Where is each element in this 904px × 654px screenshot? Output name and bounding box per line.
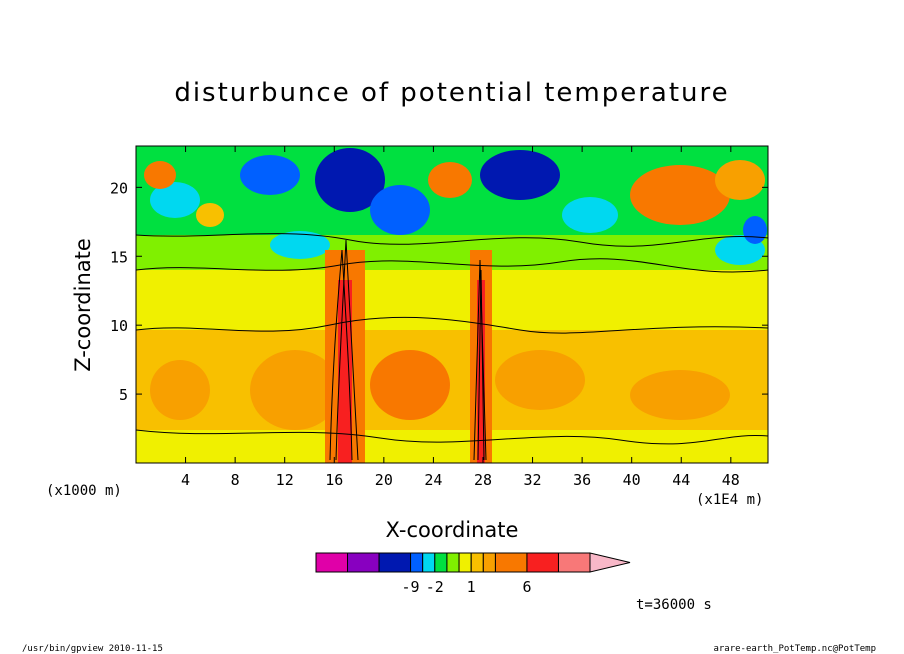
x-tick-label: 24 <box>424 471 442 489</box>
cold-blobs <box>150 148 767 265</box>
colorbar-cell <box>434 552 448 573</box>
colorbar-label: -2 <box>426 578 444 596</box>
colorbar-cell <box>315 552 349 573</box>
x-unit-right: (x1E4 m) <box>696 492 763 508</box>
x-axis: 4 8 12 16 20 24 28 32 36 40 44 48 <box>181 146 740 489</box>
y-tick-label: 20 <box>110 179 128 197</box>
x-tick-label: 36 <box>573 471 591 489</box>
x-unit-left: (x1000 m) <box>46 483 122 499</box>
x-tick-label: 40 <box>623 471 641 489</box>
colorbar-cell <box>378 552 412 573</box>
colorbar-label: -9 <box>402 578 420 596</box>
x-tick-label: 16 <box>325 471 343 489</box>
x-tick-label: 44 <box>672 471 690 489</box>
colorbar-label: 1 <box>467 578 476 596</box>
band-upper-green <box>136 235 768 270</box>
colorbar-cell <box>482 552 496 573</box>
colorbar-cell <box>446 552 460 573</box>
colorbar-label: 6 <box>522 578 531 596</box>
warm-blobs <box>144 160 765 463</box>
x-tick-label: 4 <box>181 471 190 489</box>
footer-left: /usr/bin/gpview 2010-11-15 <box>22 644 163 654</box>
x-tick-label: 48 <box>722 471 740 489</box>
y-axis-label: Z-coordinate <box>71 238 95 372</box>
y-tick-label: 5 <box>119 386 128 404</box>
x-tick-label: 12 <box>276 471 294 489</box>
plot-frame <box>135 145 769 464</box>
colorbar-cell <box>494 552 528 573</box>
band-mid-yellow <box>136 270 768 330</box>
x-tick-label: 32 <box>524 471 542 489</box>
time-label: t=36000 s <box>636 597 712 613</box>
colorbar-cell <box>526 552 559 573</box>
chart-title: disturbunce of potential temperature <box>174 78 729 108</box>
colorbar-cell <box>422 552 436 573</box>
colorbar: -9 -2 1 6 <box>315 552 631 596</box>
colorbar-cell <box>410 552 424 573</box>
x-tick-label: 28 <box>474 471 492 489</box>
y-axis: 5 10 15 20 <box>110 179 768 404</box>
x-tick-label: 20 <box>375 471 393 489</box>
x-axis-label: X-coordinate <box>386 518 519 542</box>
band-bottom <box>136 430 768 463</box>
colorbar-cell <box>458 552 472 573</box>
plot-area <box>136 146 768 463</box>
colorbar-cell <box>557 552 591 573</box>
y-tick-label: 15 <box>110 248 128 266</box>
colorbar-cell <box>347 552 380 573</box>
x-tick-label: 8 <box>231 471 240 489</box>
colorbar-cell <box>470 552 484 573</box>
colorbar-arrow <box>589 552 631 573</box>
footer-right: arare-earth_PotTemp.nc@PotTemp <box>713 644 876 654</box>
contour-lines <box>136 233 768 461</box>
y-tick-label: 10 <box>110 317 128 335</box>
